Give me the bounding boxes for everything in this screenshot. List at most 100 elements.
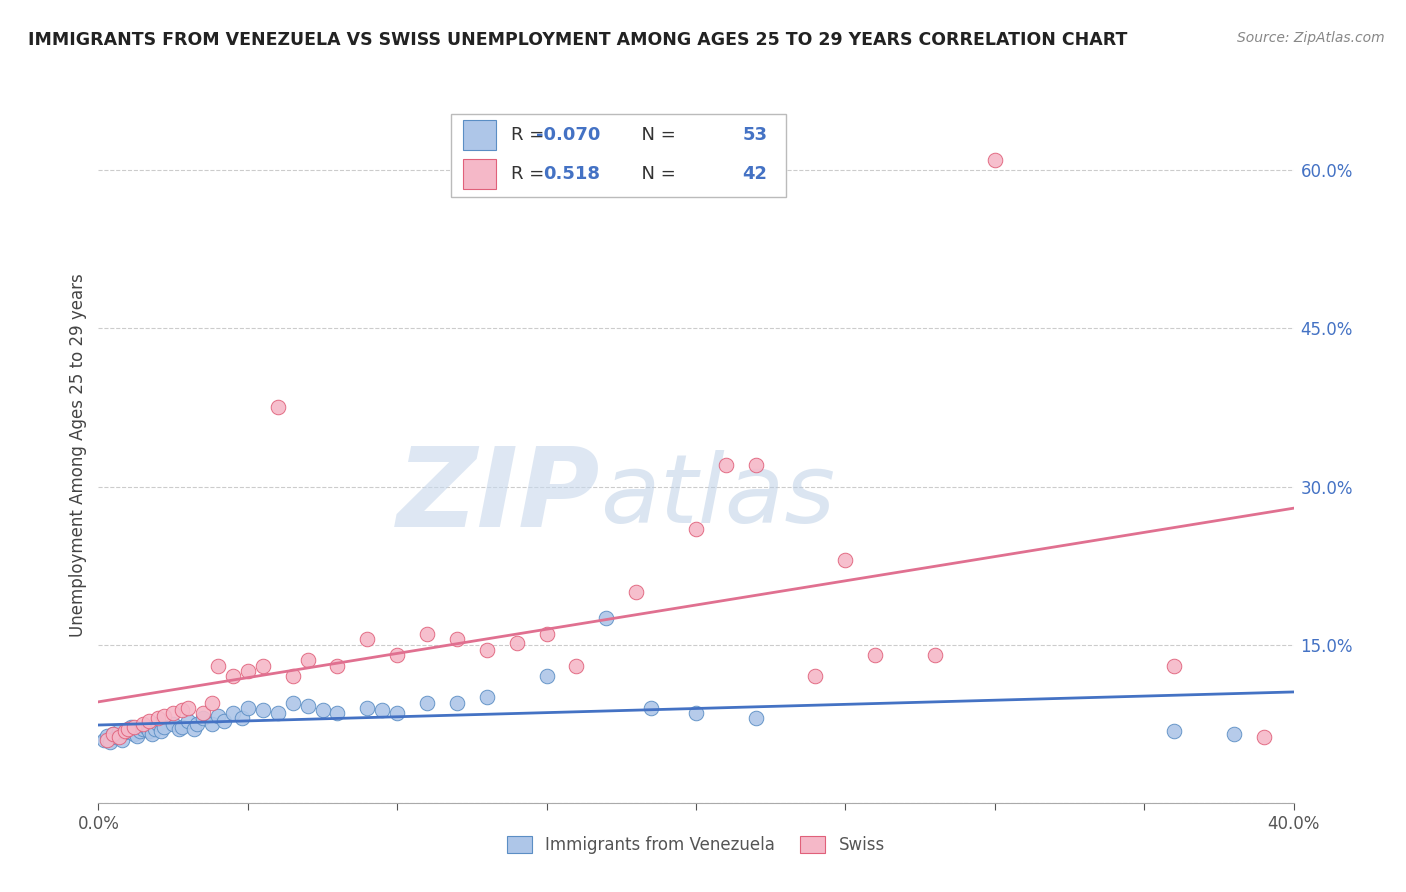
Point (105, 731, 128, 745)
Point (297, 698, 319, 713)
Point (111, 732, 134, 747)
Point (297, 653, 319, 667)
Point (267, 401, 290, 415)
Point (804, 669, 827, 683)
Point (127, 730, 149, 744)
Point (252, 703, 274, 717)
Text: R =: R = (510, 165, 550, 183)
Point (446, 696, 468, 710)
Point (222, 669, 245, 683)
Point (153, 720, 176, 734)
Point (1163, 658, 1185, 673)
Point (143, 722, 166, 736)
Point (162, 706, 184, 721)
Point (138, 714, 160, 728)
Point (1223, 727, 1246, 741)
Point (745, 458, 768, 473)
Point (267, 706, 290, 721)
Point (834, 553, 856, 567)
Point (98, 734, 122, 748)
Text: 42: 42 (742, 165, 768, 183)
Point (177, 714, 200, 728)
Point (186, 716, 208, 731)
Point (326, 706, 349, 721)
Point (96, 730, 118, 744)
Point (172, 703, 194, 717)
Point (536, 669, 558, 683)
Point (177, 701, 200, 715)
Point (103, 727, 125, 741)
Point (311, 703, 333, 717)
Point (685, 522, 707, 536)
Point (745, 711, 768, 725)
Text: Source: ZipAtlas.com: Source: ZipAtlas.com (1237, 31, 1385, 45)
Point (167, 722, 190, 736)
Point (207, 658, 229, 673)
Point (124, 720, 146, 734)
Point (236, 701, 259, 715)
Point (222, 706, 245, 721)
Point (141, 727, 163, 741)
Point (153, 709, 176, 723)
Point (117, 722, 139, 736)
Point (416, 627, 439, 641)
Legend: Immigrants from Venezuela, Swiss: Immigrants from Venezuela, Swiss (501, 829, 891, 861)
Text: IMMIGRANTS FROM VENEZUELA VS SWISS UNEMPLOYMENT AMONG AGES 25 TO 29 YEARS CORREL: IMMIGRANTS FROM VENEZUELA VS SWISS UNEMP… (28, 31, 1128, 49)
Point (207, 709, 229, 723)
Point (148, 711, 170, 725)
Point (148, 716, 170, 731)
Text: N =: N = (630, 165, 682, 183)
Point (475, 690, 498, 705)
Text: 0.518: 0.518 (543, 165, 600, 183)
Point (281, 669, 304, 683)
Point (114, 724, 136, 739)
Point (565, 658, 588, 673)
Point (356, 632, 378, 647)
Point (108, 724, 131, 739)
Point (1253, 731, 1275, 745)
Point (201, 696, 224, 710)
Point (924, 648, 946, 663)
Text: 53: 53 (742, 126, 768, 144)
Point (714, 458, 737, 473)
Point (446, 632, 468, 647)
Point (1163, 724, 1185, 739)
Point (356, 701, 378, 715)
Point (135, 720, 157, 734)
Text: atlas: atlas (600, 450, 835, 543)
Text: N =: N = (630, 126, 682, 144)
Text: ZIP: ZIP (396, 443, 600, 550)
Point (132, 722, 155, 736)
Point (506, 635, 529, 649)
Point (236, 664, 259, 678)
FancyBboxPatch shape (463, 159, 496, 189)
Point (371, 703, 394, 717)
Point (124, 727, 146, 741)
Point (385, 648, 409, 663)
Point (984, 153, 1007, 167)
Point (129, 724, 152, 739)
Point (117, 722, 139, 736)
Point (685, 706, 707, 721)
Point (93, 732, 115, 747)
Point (475, 643, 498, 657)
Point (640, 701, 662, 715)
FancyBboxPatch shape (451, 114, 786, 197)
Point (172, 720, 194, 734)
Point (183, 722, 205, 736)
Point (865, 648, 887, 663)
Point (108, 731, 131, 745)
Point (536, 627, 558, 641)
Point (212, 714, 235, 728)
Point (626, 585, 648, 599)
Point (191, 711, 214, 725)
Text: -0.070: -0.070 (536, 126, 600, 144)
Point (595, 611, 617, 625)
Point (96, 732, 118, 747)
Point (326, 658, 349, 673)
Point (162, 716, 184, 731)
Point (150, 724, 173, 739)
Point (252, 658, 274, 673)
Point (132, 716, 155, 731)
Text: R =: R = (510, 126, 550, 144)
